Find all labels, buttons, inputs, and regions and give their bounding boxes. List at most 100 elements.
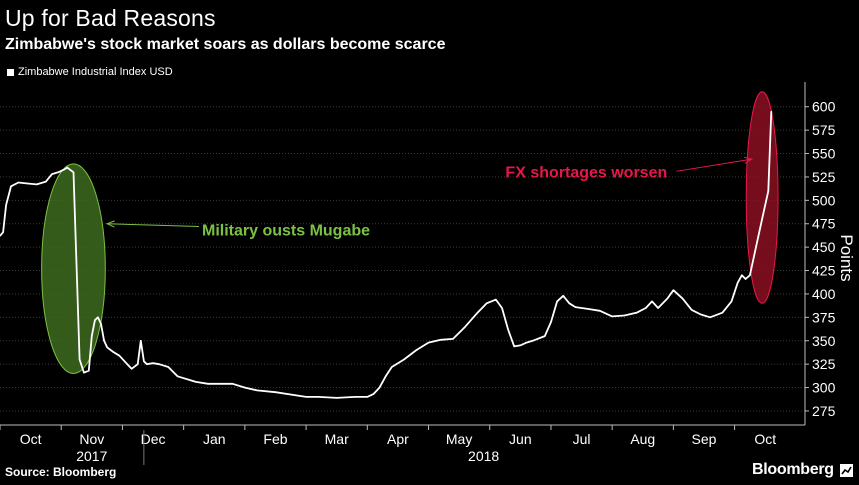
data-point bbox=[403, 358, 405, 361]
data-point bbox=[730, 300, 733, 303]
data-point bbox=[568, 302, 570, 304]
data-point bbox=[0, 235, 1, 237]
data-point bbox=[770, 110, 772, 113]
data-point bbox=[195, 381, 197, 383]
x-tick-label: Sep bbox=[692, 431, 717, 447]
annotation-ellipse-green bbox=[41, 163, 106, 375]
data-point bbox=[354, 396, 356, 398]
data-point bbox=[167, 366, 169, 368]
data-point bbox=[124, 361, 127, 363]
data-point bbox=[51, 173, 53, 175]
data-point bbox=[623, 314, 626, 317]
data-point bbox=[2, 231, 4, 233]
data-point bbox=[385, 375, 387, 377]
x-tick-label: Oct bbox=[754, 431, 776, 447]
data-point bbox=[507, 328, 509, 331]
data-point bbox=[556, 300, 558, 303]
data-point bbox=[378, 386, 381, 389]
data-point bbox=[78, 358, 81, 361]
data-point bbox=[672, 289, 674, 291]
series-line bbox=[0, 111, 773, 399]
data-point bbox=[305, 396, 307, 398]
data-point bbox=[26, 182, 29, 185]
data-point bbox=[741, 274, 743, 276]
chart-title: Up for Bad Reasons bbox=[5, 5, 216, 31]
data-point bbox=[525, 342, 528, 344]
data-point bbox=[83, 371, 85, 374]
data-point bbox=[152, 362, 154, 364]
data-point bbox=[131, 368, 133, 370]
x-tick-label: Jan bbox=[203, 431, 226, 447]
data-point bbox=[232, 383, 234, 385]
y-tick-label: 375 bbox=[812, 309, 836, 325]
data-point bbox=[700, 313, 702, 316]
y-tick-label: 475 bbox=[812, 216, 836, 232]
annotation-arrow-line bbox=[107, 223, 199, 228]
data-point bbox=[749, 274, 751, 276]
data-point bbox=[336, 397, 338, 399]
x-tick-label: Mar bbox=[325, 431, 349, 447]
data-point bbox=[574, 306, 577, 308]
data-point bbox=[440, 339, 442, 341]
data-point bbox=[36, 183, 38, 186]
data-point bbox=[183, 377, 185, 379]
data-point bbox=[737, 282, 739, 284]
data-point bbox=[452, 338, 454, 340]
data-point bbox=[158, 363, 160, 365]
y-axis-title: Points bbox=[837, 234, 856, 281]
data-point bbox=[755, 246, 757, 248]
data-point bbox=[464, 326, 466, 328]
y-tick-label: 400 bbox=[812, 286, 836, 302]
data-point bbox=[140, 340, 142, 342]
legend-label: Zimbabwe Industrial Index USD bbox=[18, 66, 173, 78]
data-point bbox=[219, 383, 221, 385]
y-tick-label: 575 bbox=[812, 122, 836, 138]
data-point bbox=[587, 308, 589, 310]
y-tick-label: 525 bbox=[812, 169, 836, 185]
data-point bbox=[599, 310, 601, 312]
data-point bbox=[10, 185, 12, 187]
data-point bbox=[97, 316, 99, 318]
data-point bbox=[391, 366, 393, 368]
data-point bbox=[691, 309, 693, 311]
data-point bbox=[657, 307, 659, 309]
x-tick-label: Nov bbox=[79, 431, 104, 447]
data-point bbox=[176, 375, 179, 377]
data-point bbox=[244, 386, 246, 389]
data-point bbox=[256, 389, 258, 391]
brand-logo-text: Bloomberg bbox=[752, 461, 834, 478]
y-tick-label: 275 bbox=[812, 403, 836, 419]
x-tick-label: Apr bbox=[387, 431, 409, 447]
data-point bbox=[100, 323, 102, 325]
data-point bbox=[550, 321, 552, 323]
data-point bbox=[427, 342, 430, 344]
data-point bbox=[372, 393, 375, 395]
data-point bbox=[143, 360, 145, 362]
data-point bbox=[501, 307, 503, 309]
x-tick-label: Feb bbox=[263, 431, 287, 447]
y-tick-label: 425 bbox=[812, 263, 836, 279]
data-point bbox=[72, 171, 75, 173]
brand-mark-icon bbox=[840, 464, 853, 477]
x-tick-label: Jun bbox=[509, 431, 532, 447]
y-tick-label: 350 bbox=[812, 333, 836, 349]
x-tick-label: Jul bbox=[573, 431, 591, 447]
data-point bbox=[366, 396, 368, 398]
data-point bbox=[645, 307, 647, 309]
data-point bbox=[45, 181, 47, 183]
data-point bbox=[112, 351, 114, 353]
data-point bbox=[611, 315, 613, 318]
data-point bbox=[709, 316, 711, 318]
data-point bbox=[666, 298, 668, 300]
annotation-arrow-line bbox=[676, 158, 752, 172]
data-point bbox=[513, 345, 515, 347]
annotation-arrow-head bbox=[743, 156, 754, 164]
source-label: Source: Bloomberg bbox=[5, 465, 117, 479]
data-point bbox=[91, 335, 93, 337]
data-point bbox=[66, 166, 68, 169]
data-point bbox=[137, 363, 139, 365]
year-label: 2018 bbox=[468, 448, 499, 464]
y-tick-label: 600 bbox=[812, 99, 836, 115]
data-point bbox=[761, 218, 763, 220]
data-point bbox=[317, 396, 319, 398]
